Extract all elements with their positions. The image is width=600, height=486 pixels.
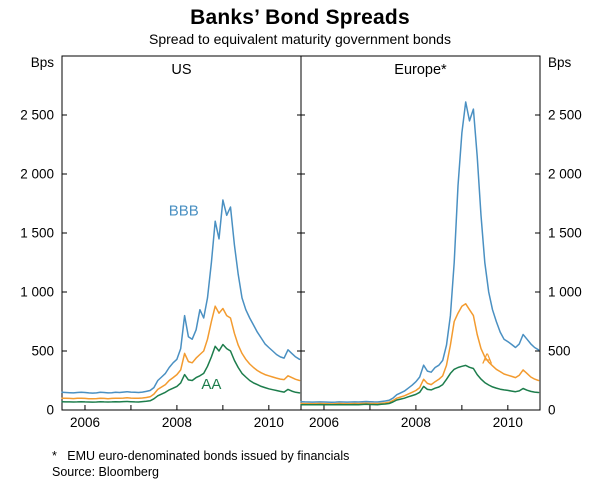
x-tick-label: 2010 — [254, 415, 284, 430]
y-axis-unit-right: Bps — [548, 55, 572, 70]
panel-title: US — [171, 62, 191, 78]
panel-europe: Europe* A — [300, 62, 540, 406]
chart-title: Banks’ Bond Spreads — [190, 6, 410, 29]
footnote-emu: * EMU euro-denominated bonds issued by f… — [52, 449, 350, 463]
series-line-aa — [300, 364, 540, 406]
y-axis-unit-left: Bps — [31, 55, 55, 70]
y-tick-label: 2 000 — [548, 167, 582, 182]
y-tick-label: 500 — [548, 344, 571, 359]
series-label-aa: AA — [201, 376, 221, 393]
x-tick-label: 2010 — [493, 415, 523, 430]
footnote-source: Source: Bloomberg — [52, 465, 160, 479]
x-tick-label: 2006 — [70, 415, 100, 430]
y-tick-label: 1 000 — [548, 285, 582, 300]
x-tick-label: 2006 — [309, 415, 339, 430]
chart-subtitle: Spread to equivalent maturity government… — [149, 31, 451, 47]
y-tick-label: 1 500 — [20, 226, 54, 241]
x-tick-label: 2008 — [162, 415, 192, 430]
series-line-bbb — [61, 199, 301, 394]
panel-us: US BBB AA — [61, 62, 301, 403]
series-line-aa — [61, 343, 301, 403]
series-line-bbb — [300, 101, 540, 403]
y-tick-label: 0 — [548, 403, 556, 418]
series-line-a — [61, 305, 301, 400]
x-tick-label: 2008 — [401, 415, 431, 430]
series-label-bbb: BBB — [169, 202, 199, 219]
chart-canvas: Bps Bps 0 0 500 500 1 000 1 000 1 500 1 500 2 000 2… — [20, 55, 582, 430]
y-tick-label: 2 500 — [548, 108, 582, 123]
y-tick-label: 2 000 — [20, 167, 54, 182]
panel-title: Europe* — [394, 62, 447, 78]
y-tick-label: 500 — [31, 344, 54, 359]
y-tick-label: 1 500 — [548, 226, 582, 241]
y-tick-label: 1 000 — [20, 285, 54, 300]
y-tick-label: 0 — [46, 403, 54, 418]
series-line-a — [300, 303, 540, 405]
y-tick-label: 2 500 — [20, 108, 54, 123]
series-label-a: A — [482, 350, 492, 367]
